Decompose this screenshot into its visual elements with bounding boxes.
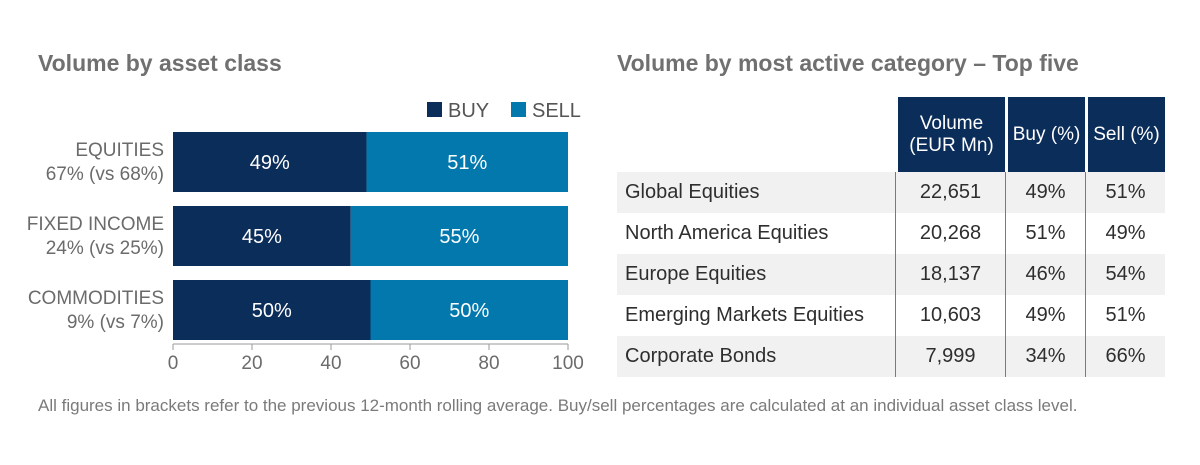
- row-volume: 22,651: [895, 172, 1006, 213]
- bar-sell: [370, 280, 568, 340]
- data-label: 49%: [250, 152, 290, 174]
- bar-buy: [173, 280, 371, 340]
- legend-label: BUY: [448, 100, 489, 122]
- row-buy: 49%: [1005, 295, 1086, 336]
- header-sell: Sell (%): [1085, 97, 1165, 172]
- row-buy: 34%: [1005, 336, 1086, 377]
- row-sell: 51%: [1085, 172, 1165, 213]
- row-buy: 46%: [1005, 254, 1086, 295]
- category-label: FIXED INCOME: [27, 214, 164, 235]
- x-tick-label: 20: [241, 353, 262, 374]
- category-label: 24% (vs 25%): [46, 238, 164, 259]
- table-header-row: Volume (EUR Mn) Buy (%) Sell (%): [617, 97, 1165, 172]
- row-volume: 20,268: [895, 213, 1006, 254]
- table-row: North America Equities 20,268 51% 49%: [617, 213, 1165, 254]
- row-sell: 54%: [1085, 254, 1165, 295]
- category-label: 9% (vs 7%): [67, 312, 164, 333]
- bar-sell: [350, 206, 568, 266]
- bar-buy: [173, 132, 367, 192]
- table-row: Europe Equities 18,137 46% 54%: [617, 254, 1165, 295]
- row-buy: 51%: [1005, 213, 1086, 254]
- data-label: 50%: [252, 300, 292, 322]
- legend-swatch: [427, 102, 442, 117]
- table-row: Global Equities 22,651 49% 51%: [617, 172, 1165, 213]
- footnote: All figures in brackets refer to the pre…: [38, 396, 1078, 415]
- legend-label: SELL: [532, 100, 581, 122]
- row-volume: 18,137: [895, 254, 1006, 295]
- data-label: 50%: [449, 300, 489, 322]
- row-category: Europe Equities: [617, 254, 895, 295]
- x-tick-label: 40: [320, 353, 341, 374]
- row-volume: 10,603: [895, 295, 1006, 336]
- data-label: 55%: [439, 226, 479, 248]
- category-label: EQUITIES: [75, 140, 164, 161]
- row-category: Global Equities: [617, 172, 895, 213]
- header-volume: Volume (EUR Mn): [895, 97, 1006, 172]
- header-blank-cell: [617, 97, 895, 172]
- x-tick-label: 100: [552, 353, 584, 374]
- stacked-bar-chart: BUY SELL 49% 51% EQUITIES 67% (vs 68%) 45% 55% F…: [27, 100, 584, 374]
- legend-swatch: [511, 102, 526, 117]
- row-volume: 7,999: [895, 336, 1006, 377]
- x-tick-label: 80: [478, 353, 499, 374]
- category-label: COMMODITIES: [28, 288, 164, 309]
- row-buy: 49%: [1005, 172, 1086, 213]
- bar-buy: [173, 206, 351, 266]
- table-body: Global Equities 22,651 49% 51% North America…: [617, 172, 1165, 377]
- data-label: 51%: [447, 152, 487, 174]
- chart-title: Volume by asset class: [38, 50, 282, 76]
- row-sell: 49%: [1085, 213, 1165, 254]
- table-row: Corporate Bonds 7,999 34% 66%: [617, 336, 1165, 377]
- x-tick-label: 60: [399, 353, 420, 374]
- header-volume-label: Volume (EUR Mn): [909, 112, 994, 156]
- row-category: North America Equities: [617, 213, 895, 254]
- row-category: Emerging Markets Equities: [617, 295, 895, 336]
- table-row: Emerging Markets Equities 10,603 49% 51%: [617, 295, 1165, 336]
- row-category: Corporate Bonds: [617, 336, 895, 377]
- row-sell: 66%: [1085, 336, 1165, 377]
- data-label: 45%: [242, 226, 282, 248]
- top-five-table: Volume (EUR Mn) Buy (%) Sell (%) Global …: [617, 97, 1165, 377]
- category-label: 67% (vs 68%): [46, 164, 164, 185]
- row-sell: 51%: [1085, 295, 1165, 336]
- header-buy: Buy (%): [1005, 97, 1086, 172]
- bar-sell: [366, 132, 568, 192]
- table-title: Volume by most active category – Top fiv…: [617, 50, 1079, 76]
- x-tick-label: 0: [168, 353, 179, 374]
